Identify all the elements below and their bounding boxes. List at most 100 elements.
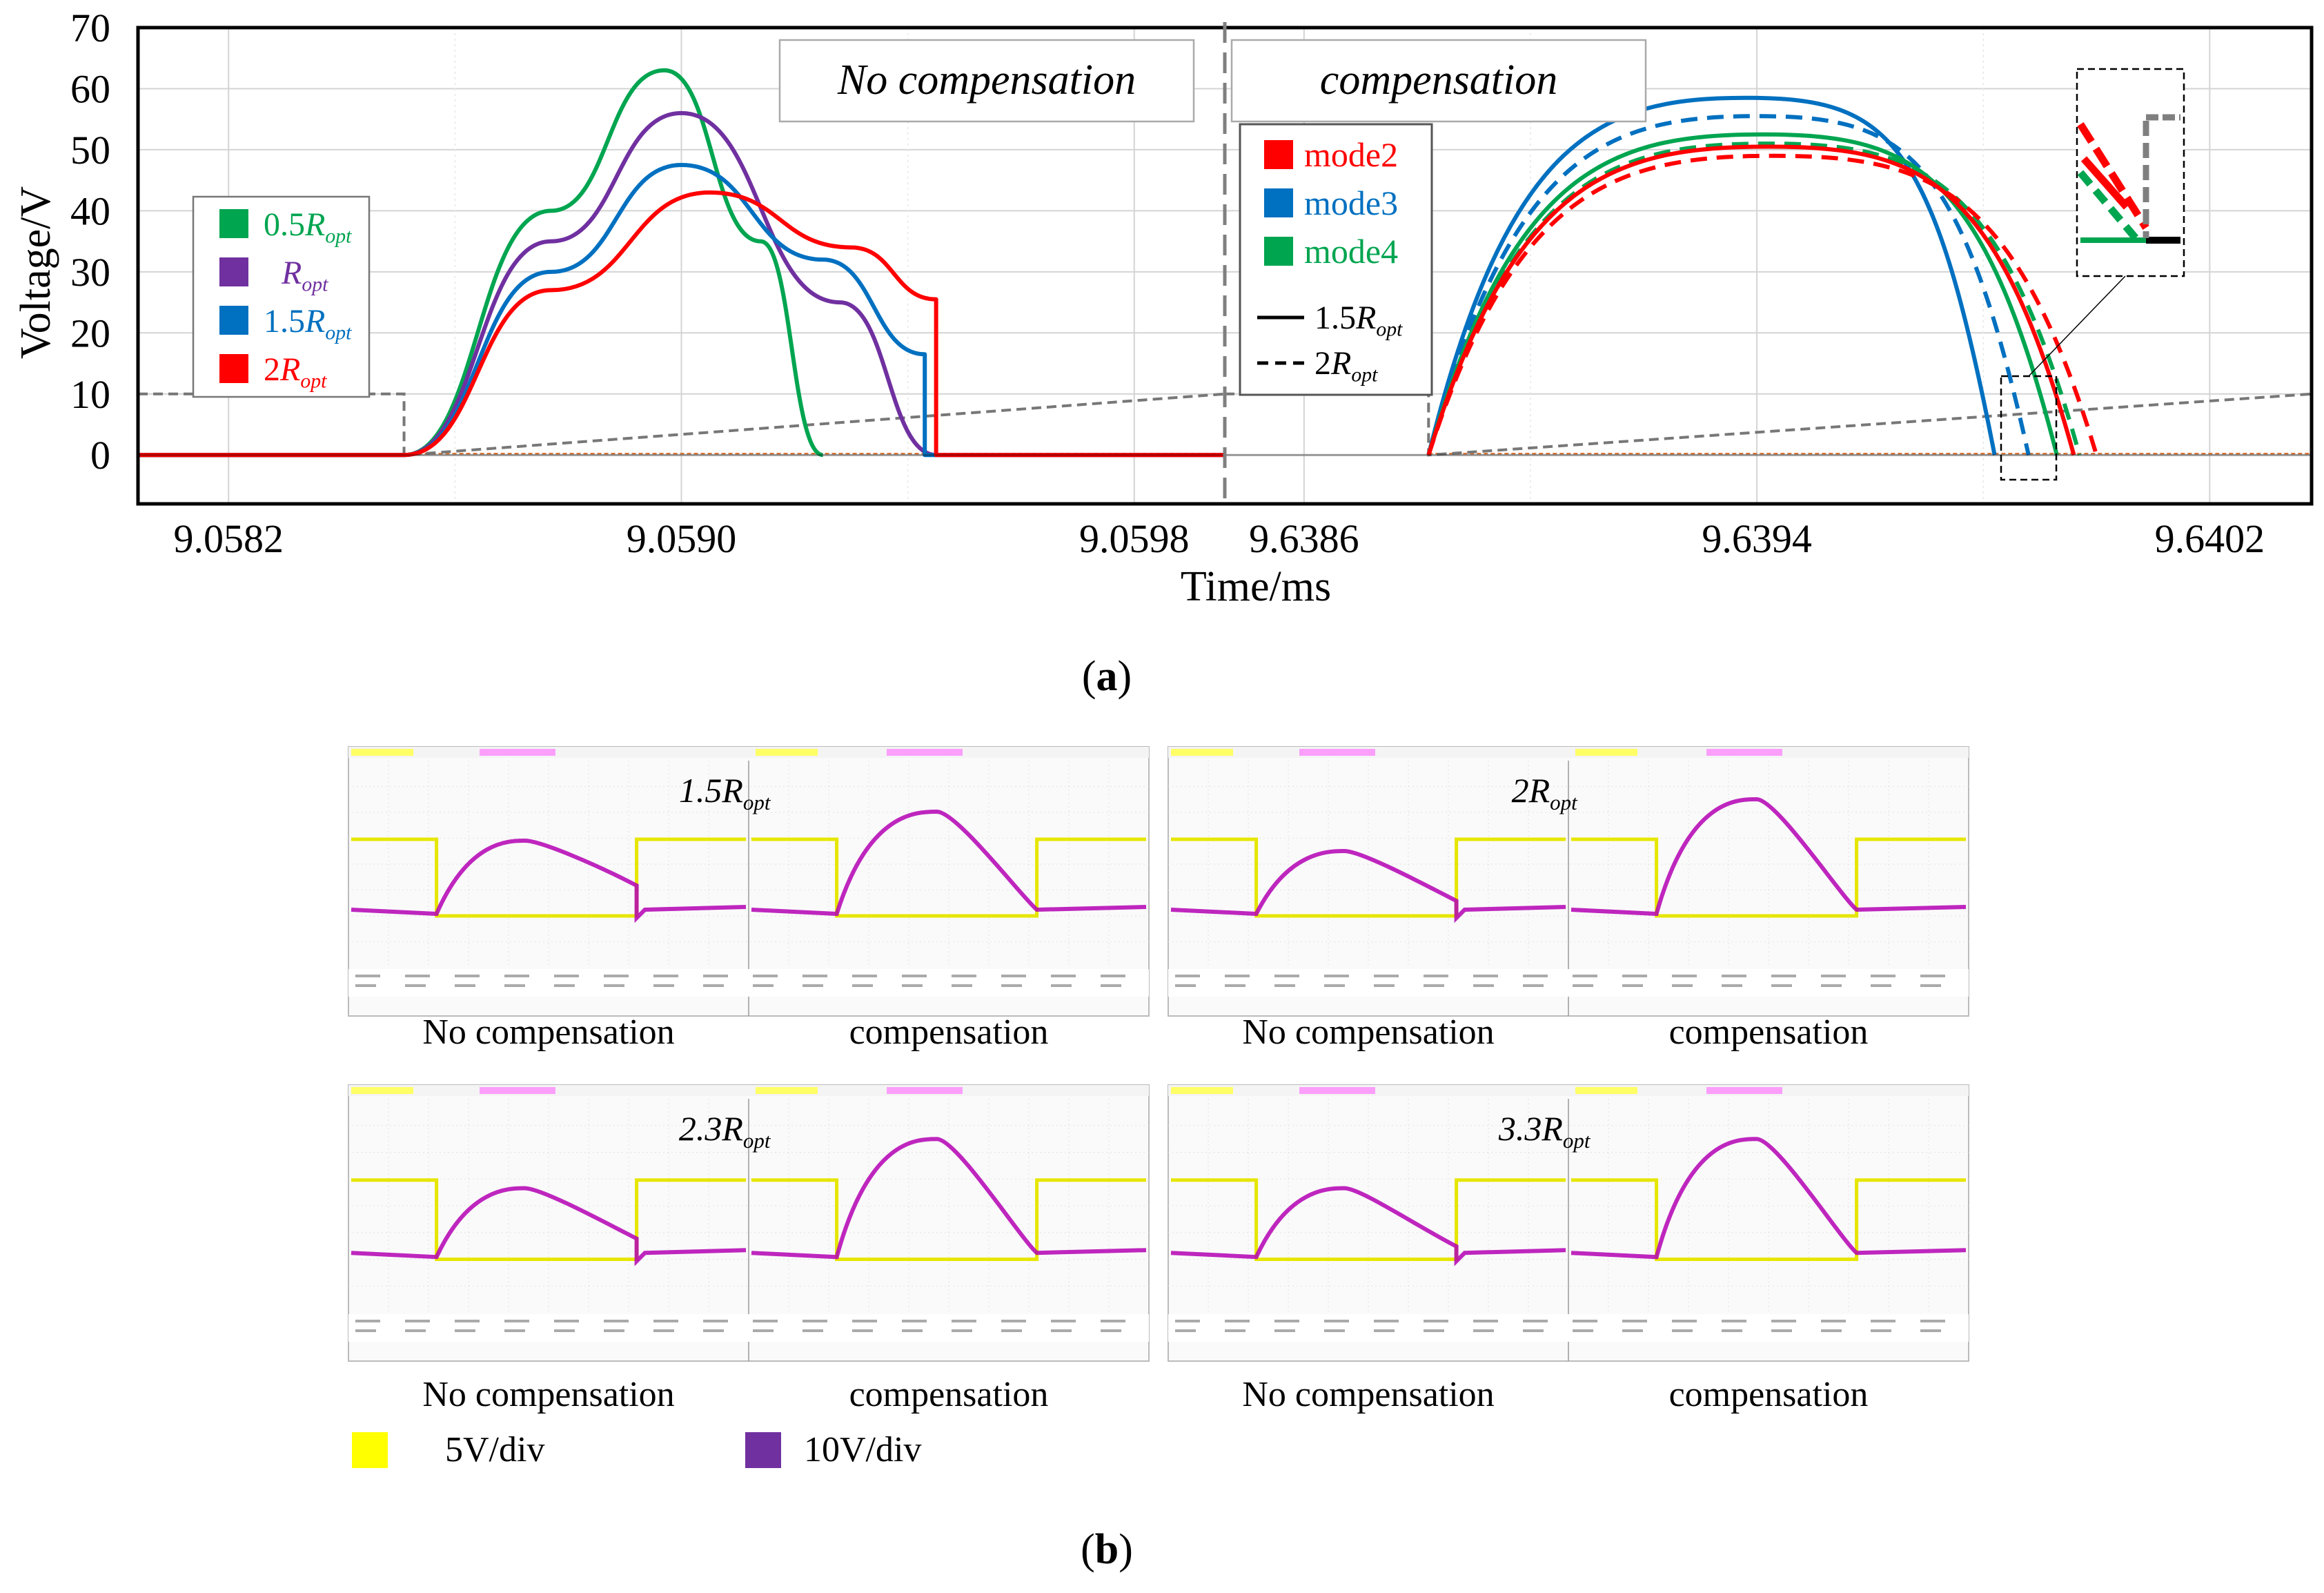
scope-purple-trace (351, 1186, 747, 1267)
scope-measure-text (1001, 1329, 1022, 1332)
scope-measure-text (703, 1329, 724, 1332)
scope-measure-text (504, 1329, 525, 1332)
scope-ch2-tag (1706, 1087, 1782, 1094)
scope-measure-text (1001, 975, 1026, 977)
legend-right-mode-swatch (1264, 140, 1293, 169)
scope-measure-text (753, 1320, 778, 1322)
scope-measure-text (355, 975, 380, 977)
scope-label-compensation: compensation (1669, 1013, 1869, 1052)
zoom-connector (2028, 275, 2126, 377)
scope-measure-text (952, 975, 976, 977)
scope-panel: 2Ropt No compensation compensation (1168, 746, 1969, 1052)
left-x-tick-label: 9.0598 (1079, 516, 1190, 561)
scope-measure-text (604, 984, 624, 987)
banner-no-compensation (778, 39, 1195, 123)
scope-measure-text (1821, 1329, 1842, 1332)
scope-measure-text (455, 1329, 475, 1332)
scope-purple-trace (351, 838, 747, 923)
legend-right-mode-label: mode3 (1304, 184, 1398, 222)
scope-measure-text (1424, 984, 1444, 987)
scope-measure-text (902, 1329, 923, 1332)
right-x-tick-label: 9.6402 (2155, 516, 2265, 561)
legend-b-label: 5V/div (445, 1430, 544, 1469)
scope-ch1-tag (1171, 1087, 1233, 1094)
scope-measure-text (1821, 975, 1846, 977)
scope-measure-text (1871, 1329, 1891, 1332)
scope-load-label: 3.3Ropt (1498, 1109, 1591, 1153)
scope-measure-text (1821, 1320, 1846, 1322)
legend-left-swatch (219, 209, 248, 238)
scope-yellow-trace (1171, 837, 1566, 918)
right-x-tick-label: 9.6394 (1702, 516, 1812, 561)
right-x-tick-label: 9.6386 (1249, 516, 1359, 561)
scope-measure-text (703, 984, 724, 987)
scope-measure-text (1523, 984, 1544, 987)
scope-measure-text (653, 984, 674, 987)
legend-b-swatch (352, 1432, 388, 1468)
scope-measure-text (1274, 1320, 1299, 1322)
scope-measure-text (1101, 1329, 1121, 1332)
scope-measure-text (1274, 984, 1295, 987)
scope-measure-text (1274, 1329, 1295, 1332)
scope-purple-trace (751, 1137, 1147, 1260)
scope-ch2-tag (1299, 1087, 1375, 1094)
scope-measure-text (1051, 1329, 1072, 1332)
left-series-line (138, 110, 936, 458)
banner-compensation (1230, 39, 1647, 123)
scope-measure-text (1771, 1320, 1796, 1322)
scope-ch2-tag (1299, 749, 1375, 756)
scope-measure-text (1324, 1320, 1349, 1322)
scope-measure-strip (348, 969, 1149, 997)
scope-measure-text (504, 975, 529, 977)
scope-ch2-tag (480, 749, 555, 756)
scope-measure-text (1324, 984, 1345, 987)
y-tick-label: 50 (70, 128, 110, 173)
scope-topbar (1168, 1085, 1969, 1096)
scope-measure-text (1871, 1320, 1895, 1322)
scope-measure-text (1424, 1320, 1448, 1322)
scope-measure-text (455, 975, 480, 977)
y-tick-label: 30 (70, 250, 110, 295)
scope-measure-text (1001, 984, 1022, 987)
scope-label-compensation: compensation (849, 1013, 1049, 1052)
scope-measure-text (455, 1320, 480, 1322)
scope-ch1-tag (756, 1087, 818, 1094)
right-series-line (1426, 132, 2059, 456)
scope-measure-text (1374, 975, 1399, 977)
scope-measure-text (1374, 984, 1395, 987)
scope-measure-text (554, 984, 575, 987)
scope-purple-trace (1570, 1137, 1967, 1260)
scope-measure-text (1871, 975, 1895, 977)
scope-measure-text (1101, 1320, 1125, 1322)
scope-measure-text (1523, 975, 1548, 977)
scope-measure-text (1324, 975, 1349, 977)
legend-right-mode-label: mode2 (1304, 135, 1398, 174)
scope-measure-text (1672, 1329, 1693, 1332)
scope-measure-text (355, 1320, 380, 1322)
scope-yellow-trace (1571, 1178, 1966, 1261)
legend-b-swatch (745, 1432, 781, 1468)
scope-measure-strip (1168, 969, 1969, 997)
y-tick-label: 10 (70, 372, 110, 417)
legend-right-mode-swatch (1264, 237, 1293, 266)
scope-measure-text (802, 984, 823, 987)
scope-measure-text (1175, 975, 1200, 977)
scope-yellow-trace (751, 1178, 1146, 1261)
scope-topbar (348, 1085, 1149, 1096)
scope-measure-text (1722, 975, 1746, 977)
y-tick-label: 60 (70, 66, 110, 111)
scope-measure-text (1175, 1329, 1196, 1332)
legend-right-style-label: 1.5Ropt (1314, 300, 1403, 341)
scope-measure-text (1001, 1320, 1026, 1322)
scope-measure-text (952, 1320, 976, 1322)
scope-measure-text (1672, 984, 1693, 987)
legend-left-label: 1.5Ropt (264, 303, 352, 344)
scope-label-no-compensation: No compensation (1242, 1375, 1494, 1414)
scope-label-no-compensation: No compensation (1242, 1013, 1494, 1052)
scope-measure-text (1374, 1320, 1399, 1322)
scope-measure-text (1573, 1320, 1597, 1322)
scope-measure-text (852, 975, 877, 977)
right-series-line (1426, 141, 2082, 456)
banner-no-compensation-text: No compensation (837, 57, 1136, 104)
scope-yellow-trace (751, 837, 1146, 918)
